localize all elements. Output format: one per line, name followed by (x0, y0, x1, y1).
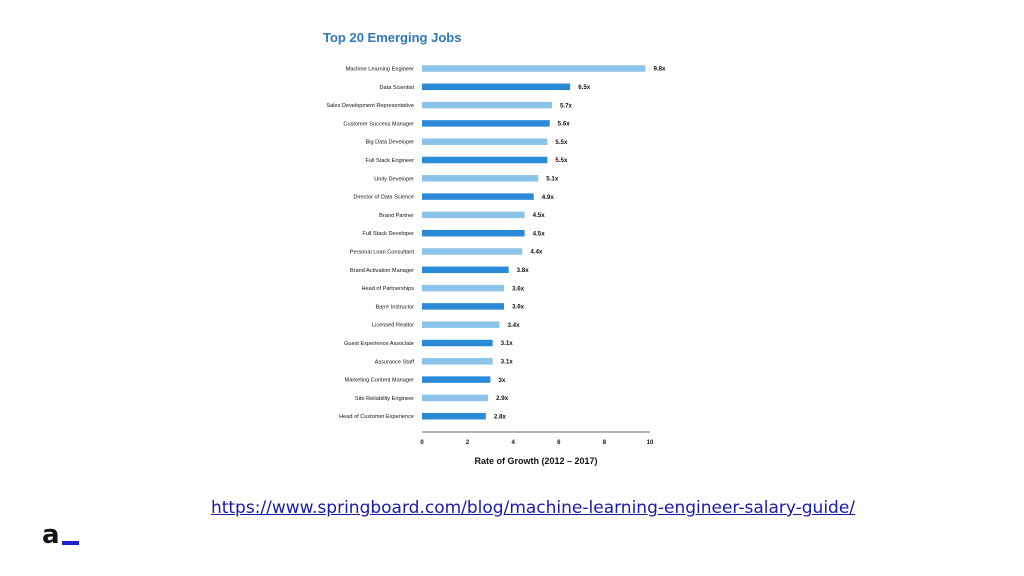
value-label: 3.4x (508, 322, 521, 329)
value-label: 6.5x (578, 84, 591, 91)
x-axis-title: Rate of Growth (2012 – 2017) (474, 456, 597, 466)
category-label: Brand Partner (379, 213, 414, 219)
x-tick-label: 10 (647, 440, 654, 446)
bar (422, 394, 489, 402)
bar (422, 248, 523, 255)
bar (422, 211, 525, 219)
bar (422, 339, 493, 347)
category-label: Unity Developer (374, 176, 414, 182)
bar (422, 65, 646, 72)
value-label: 9.8x (653, 66, 666, 73)
bar (422, 321, 500, 328)
category-label: Machine Learning Engineer (346, 67, 415, 73)
logo-underscore-mark (61, 541, 79, 545)
category-label: Barre Instructor (375, 304, 414, 310)
bar (422, 138, 548, 145)
value-label: 4.4x (530, 249, 543, 256)
category-label: Big Data Developer (365, 140, 414, 146)
bar (422, 83, 571, 91)
category-label: Site Reliability Engineer (355, 396, 414, 402)
bar (422, 229, 525, 237)
bar (422, 193, 534, 200)
value-label: 3.6x (512, 304, 525, 311)
logo-letter: a (42, 520, 60, 550)
brand-logo: a (42, 522, 79, 548)
x-tick-label: 2 (466, 440, 470, 446)
bar (422, 156, 548, 164)
x-tick-label: 8 (603, 440, 607, 446)
bar (422, 266, 509, 274)
category-label: Data Scientist (379, 85, 414, 91)
value-label: 3.1x (501, 359, 514, 366)
value-label: 3.1x (501, 340, 514, 347)
category-label: Head of Customer Experience (339, 414, 414, 420)
value-label: 3.6x (512, 285, 525, 292)
category-label: Sales Development Representative (326, 103, 414, 109)
bar (422, 358, 493, 365)
category-label: Customer Success Manager (343, 121, 414, 127)
category-label: Personal Loan Consultant (350, 250, 415, 256)
chart-title: Top 20 Emerging Jobs (323, 30, 462, 45)
value-label: 3.8x (517, 267, 530, 274)
category-label: Assurance Staff (375, 359, 415, 365)
category-label: Full Stack Developer (362, 231, 414, 237)
value-label: 2.9x (496, 395, 509, 402)
value-label: 4.9x (542, 194, 555, 201)
value-label: 5.5x (555, 157, 568, 164)
value-label: 5.1x (546, 176, 559, 183)
bar (422, 101, 552, 109)
source-link[interactable]: https://www.springboard.com/blog/machine… (210, 498, 856, 518)
category-label: Licensed Realtor (372, 323, 414, 329)
bar (422, 175, 539, 182)
value-label: 5.5x (555, 139, 568, 146)
bar (422, 303, 505, 310)
bar (422, 284, 505, 292)
category-label: Marketing Content Manager (345, 378, 414, 384)
category-label: Head of Partnerships (361, 286, 414, 292)
x-tick-label: 6 (557, 440, 561, 446)
bar (422, 376, 491, 383)
category-label: Brand Activation Manager (350, 268, 414, 274)
x-tick-label: 0 (420, 440, 424, 446)
value-label: 4.5x (533, 230, 546, 237)
category-label: Full Stack Engineer (365, 158, 414, 164)
bar (422, 120, 550, 127)
value-label: 3x (498, 377, 505, 384)
category-label: Guest Experience Associate (344, 341, 414, 347)
category-label: Director of Data Science (353, 195, 414, 201)
x-tick-label: 4 (512, 440, 516, 446)
value-label: 4.5x (533, 212, 546, 219)
value-label: 2.8x (494, 413, 507, 420)
value-label: 5.6x (558, 121, 571, 128)
value-label: 5.7x (560, 102, 573, 109)
bar (422, 412, 486, 420)
